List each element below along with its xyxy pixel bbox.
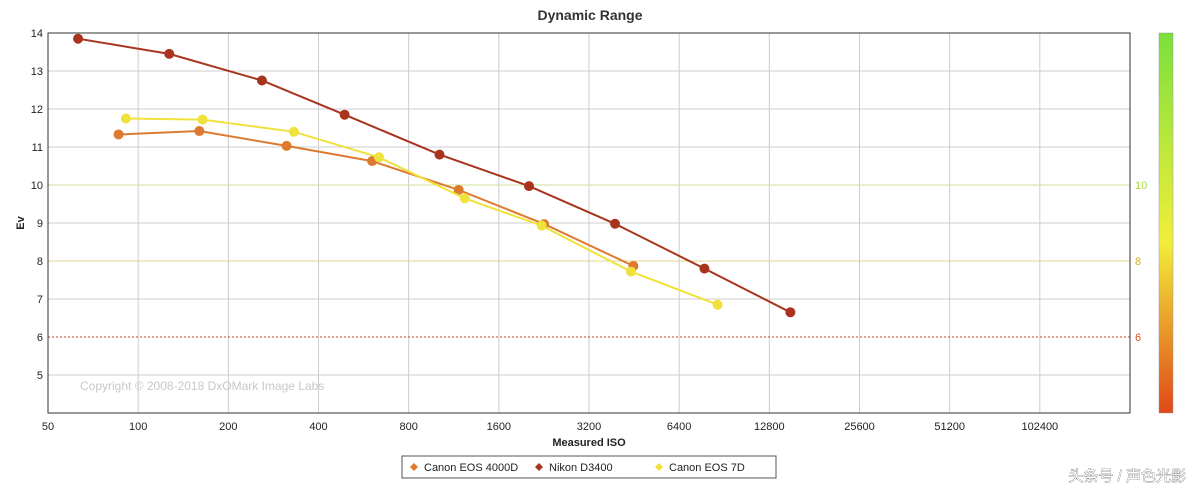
data-point: [256, 75, 267, 86]
series-line: [125, 117, 718, 306]
data-point: [536, 220, 547, 231]
legend-label: Nikon D3400: [549, 462, 613, 474]
data-point: [288, 126, 299, 137]
x-tick-label: 25600: [844, 421, 875, 433]
copyright-annotation: Copyright © 2008-2018 DxOMark Image Labs: [80, 379, 324, 393]
x-tick-label: 200: [219, 421, 237, 433]
watermark: 头条号 / 声色光影: [1068, 467, 1186, 485]
data-point: [164, 48, 175, 59]
x-axis-ticks: 50 100 200 400 800 1600 3200 6400 12800 25600 5120…: [42, 421, 1058, 433]
reference-lines: [48, 184, 1130, 338]
right-axis-label: 8: [1135, 256, 1141, 268]
plot-frame: [47, 32, 1131, 414]
x-axis-label: Measured ISO: [552, 437, 626, 449]
data-point: [73, 33, 84, 44]
data-point: [281, 140, 292, 151]
data-point: [197, 114, 208, 125]
data-point: [434, 149, 445, 160]
data-point: [626, 266, 637, 277]
x-tick-label: 102400: [1021, 421, 1058, 433]
data-point: [120, 113, 131, 124]
y-tick-label: 11: [32, 142, 43, 154]
data-point: [610, 218, 621, 229]
legend-label: Canon EOS 4000D: [424, 462, 518, 474]
y-tick-label: 7: [37, 294, 43, 306]
grid-lines: [48, 32, 1130, 413]
x-tick-label: 51200: [934, 421, 965, 433]
x-tick-label: 800: [399, 421, 417, 433]
right-axis-label: 10: [1135, 180, 1147, 192]
y-axis-label: Ev: [15, 215, 27, 229]
data-point: [113, 129, 124, 140]
y-tick-label: 12: [31, 104, 43, 116]
chart-title: Dynamic Range: [537, 7, 642, 23]
data-point: [524, 181, 535, 192]
x-tick-label: 6400: [667, 421, 691, 433]
data-point: [699, 263, 710, 274]
series-canon-eos-7d: [120, 113, 723, 310]
legend-marker: [410, 463, 418, 471]
x-tick-label: 12800: [754, 421, 785, 433]
x-tick-label: 50: [42, 421, 54, 433]
y-tick-label: 8: [37, 256, 43, 268]
series-nikon-d3400: [73, 33, 796, 318]
y-tick-label: 10: [31, 180, 43, 192]
legend-marker: [535, 463, 543, 471]
data-point: [785, 307, 796, 318]
x-tick-label: 1600: [487, 421, 511, 433]
x-tick-label: 100: [129, 421, 147, 433]
x-tick-label: 3200: [577, 421, 601, 433]
legend-label: Canon EOS 7D: [669, 462, 745, 474]
data-point: [453, 184, 464, 195]
y-tick-label: 6: [37, 332, 43, 344]
data-point: [712, 299, 723, 310]
data-point: [194, 126, 205, 137]
data-point: [339, 109, 350, 120]
y-tick-label: 13: [31, 66, 43, 78]
legend-box: [401, 455, 777, 479]
series-group: [73, 33, 796, 318]
y-axis-ticks: 5 6 7 8 9 10 11 12 13 14: [31, 28, 43, 382]
legend-marker: [655, 463, 663, 471]
legend: Canon EOS 4000D Nikon D3400 Canon EOS 7D: [410, 462, 745, 474]
y-tick-label: 9: [37, 218, 43, 230]
y-tick-label: 14: [31, 28, 43, 40]
data-point: [459, 193, 470, 204]
right-axis-label: 6: [1135, 332, 1141, 344]
x-tick-label: 400: [309, 421, 327, 433]
data-point: [374, 152, 385, 163]
right-axis-labels: 10 8 6: [1135, 180, 1147, 344]
color-scale-bar: [1158, 32, 1174, 414]
y-tick-label: 5: [37, 370, 43, 382]
